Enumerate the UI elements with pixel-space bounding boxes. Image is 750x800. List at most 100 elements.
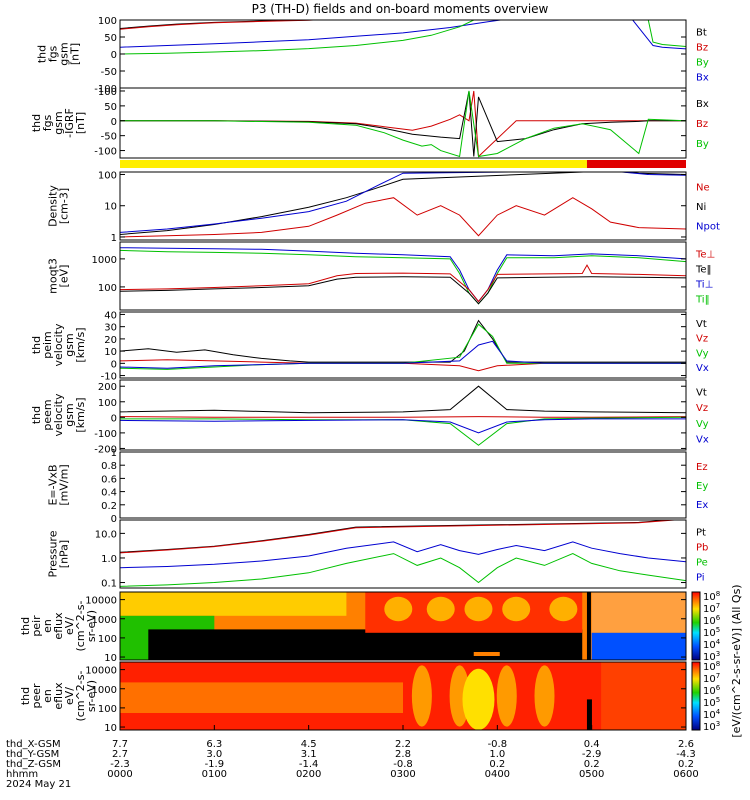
- elec-spec-lobe-3: [534, 665, 555, 727]
- ion_velocity-legend-Vy: Vy: [696, 348, 709, 359]
- xaxis-row-label-0: thd_X-GSM: [6, 739, 61, 750]
- electric_field-ytick-label-1: 0.8: [101, 461, 117, 472]
- xaxis-row-label-2: thd_Z-GSM: [6, 759, 61, 770]
- ion_spectrogram-ytick-label-2: 100: [98, 634, 117, 645]
- electron_velocity-ylabel-line-1: peem: [41, 399, 54, 430]
- electron_velocity-series-Vt: [120, 385, 686, 414]
- ion_velocity-series-Vz: [120, 359, 686, 372]
- pressure-frame: [119, 519, 687, 589]
- electron_colorbar-tick-exp-0: 8: [716, 660, 720, 668]
- fgs-series-Bx: [120, 20, 686, 50]
- electron_velocity-series-Vx: [120, 418, 686, 434]
- mode-bar-segment-1: [586, 160, 686, 168]
- electron_velocity-series-group: [120, 385, 686, 446]
- pressure-legend-Pt: Pt: [696, 527, 706, 538]
- electron_spectrogram-ytick-label-1: 1000: [92, 685, 117, 696]
- pressure-ylabel-line-0: Pressure: [47, 530, 60, 577]
- ion-spec-late-low: [591, 632, 686, 660]
- fgs-ylabel-line-2: gsm: [58, 42, 71, 65]
- temperature-ytick-label-0: 1000: [92, 255, 117, 266]
- electric_field-legend-Ez: Ez: [696, 462, 708, 473]
- ion-spec-burst-3: [502, 596, 531, 622]
- colorbar-label: [eV/(cm^2-s-sr-eV)] (All Qs): [730, 584, 743, 737]
- temperature-series-Te⊥: [120, 264, 686, 303]
- electron_spectrogram-ylabel-line-1: peer: [30, 683, 43, 709]
- xaxis-row-2-value-4: 0.2: [489, 759, 505, 770]
- ion_spectrogram-ylabel-line-2: en: [41, 619, 54, 633]
- electron_spectrogram-ytick-label-3: 10: [104, 723, 117, 734]
- ion_colorbar-tick-exp-2: 6: [716, 614, 721, 622]
- xaxis-row-3-value-0: 0000: [107, 769, 132, 780]
- fgs_detrended-ylabel-line-4: [nT]: [74, 112, 87, 134]
- electron_spectrogram-ytick-label-0: 10000: [85, 666, 117, 677]
- ion_velocity-legend-Vx: Vx: [696, 363, 709, 374]
- fgs-series-By: [120, 20, 686, 55]
- electric_field-ytick-label-0: 1: [111, 448, 117, 459]
- elec-spec-lobe-2: [496, 665, 517, 727]
- fgs_detrended-ylabel-line-3: -IGRF: [63, 108, 76, 138]
- xaxis-row-2-value-5: 0.2: [584, 759, 600, 770]
- electron_velocity-ylabel-line-2: velocity: [52, 393, 65, 436]
- fgs_detrended-series-By: [120, 90, 686, 158]
- density-series-Ni: [120, 172, 686, 235]
- xaxis-row-3-value-4: 0400: [485, 769, 510, 780]
- chart-title: P3 (TH-D) fields and on-board moments ov…: [252, 2, 549, 16]
- elec-spec-orange-band: [120, 682, 403, 713]
- fgs_detrended-legend-Bz: Bz: [696, 119, 708, 130]
- electron_velocity-frame: [119, 379, 687, 451]
- ion_velocity-ylabel-line-0: thd: [30, 336, 43, 354]
- temperature-series-Te‖: [120, 276, 686, 305]
- density-ytick-label-0: 100: [98, 170, 117, 181]
- fgs_detrended-ytick-label-1: 50: [104, 102, 117, 113]
- ion-spec-late-region: [591, 592, 686, 633]
- ion_spectrogram-image: [120, 592, 686, 660]
- electron_colorbar-tick-exp-1: 7: [716, 672, 720, 680]
- xaxis-row-0-value-3: 2.2: [395, 739, 411, 750]
- xaxis-row-1-value-3: 2.8: [395, 749, 411, 760]
- ion_velocity-series-Vt: [120, 319, 686, 363]
- density-series-group: [120, 172, 686, 238]
- electron_velocity-ytick-label-4: -200: [94, 444, 117, 455]
- fgs-ytick-label-2: 0: [111, 50, 117, 61]
- xaxis-row-0-value-1: 6.3: [206, 739, 222, 750]
- electric_field-ytick-label-5: 0: [111, 514, 117, 525]
- ion-spec-high-band: [120, 592, 347, 616]
- pressure-series-Pe: [120, 553, 686, 587]
- elec-spec-core: [462, 668, 495, 730]
- pressure-series-Pb: [120, 520, 681, 554]
- ion_colorbar-tick-exp-0: 8: [716, 590, 720, 598]
- electric_field-ytick-label-4: 0.2: [101, 501, 117, 512]
- temperature-ylabel-line-1: [eV]: [58, 265, 71, 288]
- ion_spectrogram-ylabel-line-3: eflux: [52, 612, 65, 640]
- electric_field-legend-Ey: Ey: [696, 481, 708, 492]
- ion_velocity-series-group: [120, 319, 686, 372]
- xaxis-row-0-value-2: 4.5: [301, 739, 317, 750]
- fgs_detrended-ytick-label-4: -100: [94, 147, 117, 158]
- electron_colorbar-tick-exp-4: 4: [716, 708, 721, 716]
- xaxis-row-1-value-5: -2.9: [582, 749, 602, 760]
- xaxis-row-label-3: hhmm: [6, 769, 38, 780]
- pressure-ytick-label-1: 1.0: [101, 554, 117, 565]
- xaxis-row-label-1: thd_Y-GSM: [6, 749, 59, 760]
- fgs-series-group: [120, 20, 686, 55]
- temperature-series-Ti⊥: [120, 247, 686, 303]
- fgs_detrended-ytick-label-2: 0: [111, 117, 117, 128]
- xaxis-row-1-value-1: 3.0: [206, 749, 222, 760]
- ion_colorbar-tick-exp-1: 7: [716, 602, 720, 610]
- electron_velocity-ytick-label-1: 100: [98, 398, 117, 409]
- mode-bar-segment-0: [120, 160, 587, 168]
- ion_colorbar-tick-exp-4: 4: [716, 638, 721, 646]
- density-series-Npot: [120, 172, 686, 233]
- electron_spectrogram-ylabel-line-0: thd: [19, 687, 32, 705]
- density-legend-Ne: Ne: [696, 183, 710, 194]
- ion_colorbar-tick-exp-3: 5: [716, 626, 720, 634]
- xaxis-row-2-value-1: -1.9: [205, 759, 225, 770]
- electron_spectrogram-ylabel-line-3: eflux: [52, 682, 65, 710]
- xaxis-row-0-value-5: 0.4: [584, 739, 600, 750]
- xaxis-row-0-value-4: -0.8: [488, 739, 508, 750]
- electron_spectrogram-ytick-label-2: 100: [98, 704, 117, 715]
- ion_velocity-ylabel-line-1: peim: [41, 331, 54, 359]
- electron_spectrogram-ylabel-line-6: sr-eV): [85, 680, 98, 712]
- temperature-legend-Te‖: Te‖: [695, 264, 712, 275]
